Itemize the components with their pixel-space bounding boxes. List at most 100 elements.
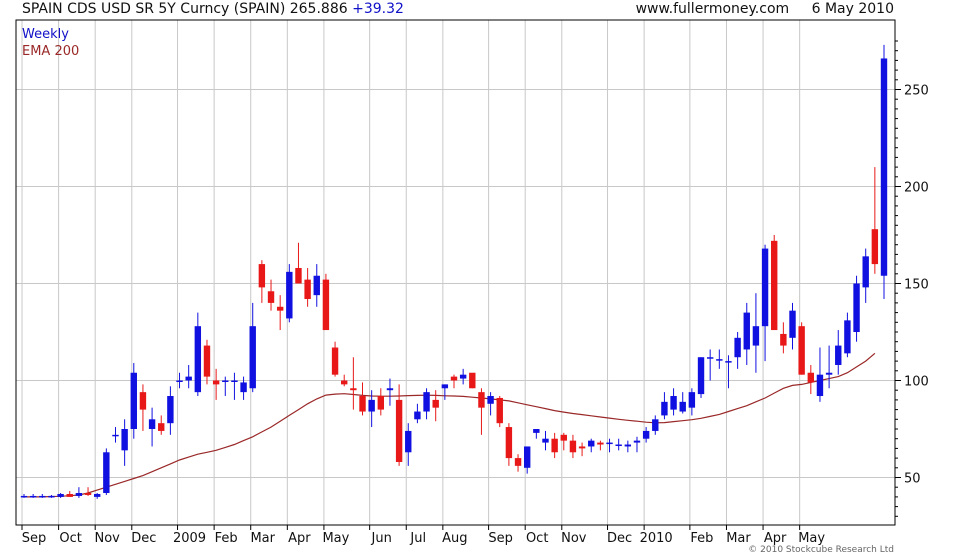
candle-body bbox=[478, 392, 485, 408]
candle-body bbox=[578, 446, 586, 449]
candle-body bbox=[661, 401, 668, 416]
candle-body bbox=[743, 312, 750, 350]
candle bbox=[341, 374, 348, 387]
candle bbox=[295, 242, 302, 284]
candle bbox=[578, 442, 586, 457]
x-tick-label: Dec bbox=[607, 531, 632, 546]
candle-layer bbox=[20, 44, 888, 499]
x-tick-label: Mar bbox=[726, 531, 751, 546]
candle bbox=[158, 415, 165, 435]
candle-body bbox=[267, 291, 275, 303]
candle bbox=[496, 396, 503, 428]
x-tick-label: Mar bbox=[250, 531, 275, 546]
candle bbox=[130, 363, 137, 439]
candle bbox=[377, 388, 385, 416]
x-tick-label: Sep bbox=[488, 531, 513, 546]
x-tick-label: May bbox=[798, 531, 825, 546]
candle-body bbox=[304, 279, 311, 300]
source-link[interactable]: www.fullermoney.com bbox=[635, 1, 790, 17]
candle-body bbox=[706, 357, 714, 359]
candle bbox=[652, 415, 659, 435]
candle bbox=[194, 312, 202, 397]
candle bbox=[66, 491, 73, 497]
candle bbox=[258, 260, 266, 303]
candle-body bbox=[20, 495, 28, 498]
candle-body bbox=[231, 380, 238, 382]
candle-body bbox=[103, 452, 110, 494]
x-tick-label: 2009 bbox=[173, 531, 206, 546]
candle-body bbox=[75, 493, 83, 496]
candle-body bbox=[167, 396, 174, 424]
candle bbox=[450, 374, 458, 389]
candle bbox=[871, 167, 879, 274]
candle-body bbox=[871, 229, 879, 265]
y-tick-label: 50 bbox=[904, 472, 921, 487]
candle bbox=[423, 388, 430, 420]
y-tick-label: 200 bbox=[904, 181, 929, 196]
candle-body bbox=[66, 493, 73, 497]
candle bbox=[551, 432, 558, 459]
candle-body bbox=[880, 58, 888, 276]
candle bbox=[688, 388, 696, 416]
candle bbox=[414, 403, 421, 424]
x-tick-label: Apr bbox=[764, 531, 787, 546]
candle bbox=[57, 493, 64, 498]
candle bbox=[240, 376, 247, 400]
candle-body bbox=[615, 444, 622, 447]
header-right: www.fullermoney.com 6 May 2010 bbox=[636, 1, 894, 17]
candle-body bbox=[194, 326, 202, 393]
candle-body bbox=[395, 399, 403, 462]
ema-200-line bbox=[24, 352, 876, 498]
candle bbox=[405, 423, 412, 466]
candle bbox=[514, 454, 522, 472]
candle bbox=[39, 493, 46, 498]
candle bbox=[835, 330, 842, 375]
candle-body bbox=[469, 372, 476, 389]
x-tick-label: Jun bbox=[371, 531, 392, 546]
candle-body bbox=[624, 444, 632, 447]
candle bbox=[752, 293, 760, 373]
candle-body bbox=[331, 347, 339, 375]
candle-body bbox=[771, 240, 778, 331]
candle bbox=[203, 339, 211, 385]
candle bbox=[84, 487, 92, 496]
candle-body bbox=[752, 326, 760, 346]
candle bbox=[487, 392, 494, 416]
candle bbox=[716, 349, 723, 369]
candle-body bbox=[148, 419, 156, 429]
candle-body bbox=[322, 279, 330, 331]
candle-body bbox=[212, 380, 220, 385]
candle bbox=[560, 432, 567, 451]
candle bbox=[880, 44, 888, 300]
candle bbox=[322, 273, 330, 331]
candle bbox=[395, 384, 403, 466]
candle bbox=[167, 386, 174, 435]
candle-body bbox=[313, 275, 320, 296]
candle bbox=[103, 448, 110, 495]
candle-body bbox=[48, 495, 55, 498]
x-tick-label: Oct bbox=[526, 531, 548, 546]
y-tick-label: 150 bbox=[904, 278, 929, 293]
candle-body bbox=[487, 396, 494, 404]
candle-body bbox=[176, 380, 183, 382]
y-tick-label: 100 bbox=[904, 375, 929, 390]
candle-body bbox=[249, 326, 256, 389]
candle-body bbox=[569, 440, 577, 453]
candle bbox=[185, 364, 192, 389]
candle-body bbox=[377, 396, 385, 410]
x-tick-label: Apr bbox=[288, 531, 311, 546]
candle bbox=[75, 487, 83, 498]
candle-body bbox=[276, 306, 284, 311]
candle bbox=[176, 372, 183, 389]
candle-body bbox=[679, 401, 686, 412]
x-tick-label: Feb bbox=[690, 531, 713, 546]
candle-body bbox=[258, 264, 266, 288]
candle-body bbox=[29, 495, 37, 498]
candle-body bbox=[688, 392, 696, 408]
candle-body bbox=[734, 337, 741, 358]
x-tick-label: Dec bbox=[131, 531, 156, 546]
candle-body bbox=[633, 440, 641, 443]
candle-body bbox=[432, 399, 439, 408]
x-tick-label: Jul bbox=[409, 531, 426, 546]
